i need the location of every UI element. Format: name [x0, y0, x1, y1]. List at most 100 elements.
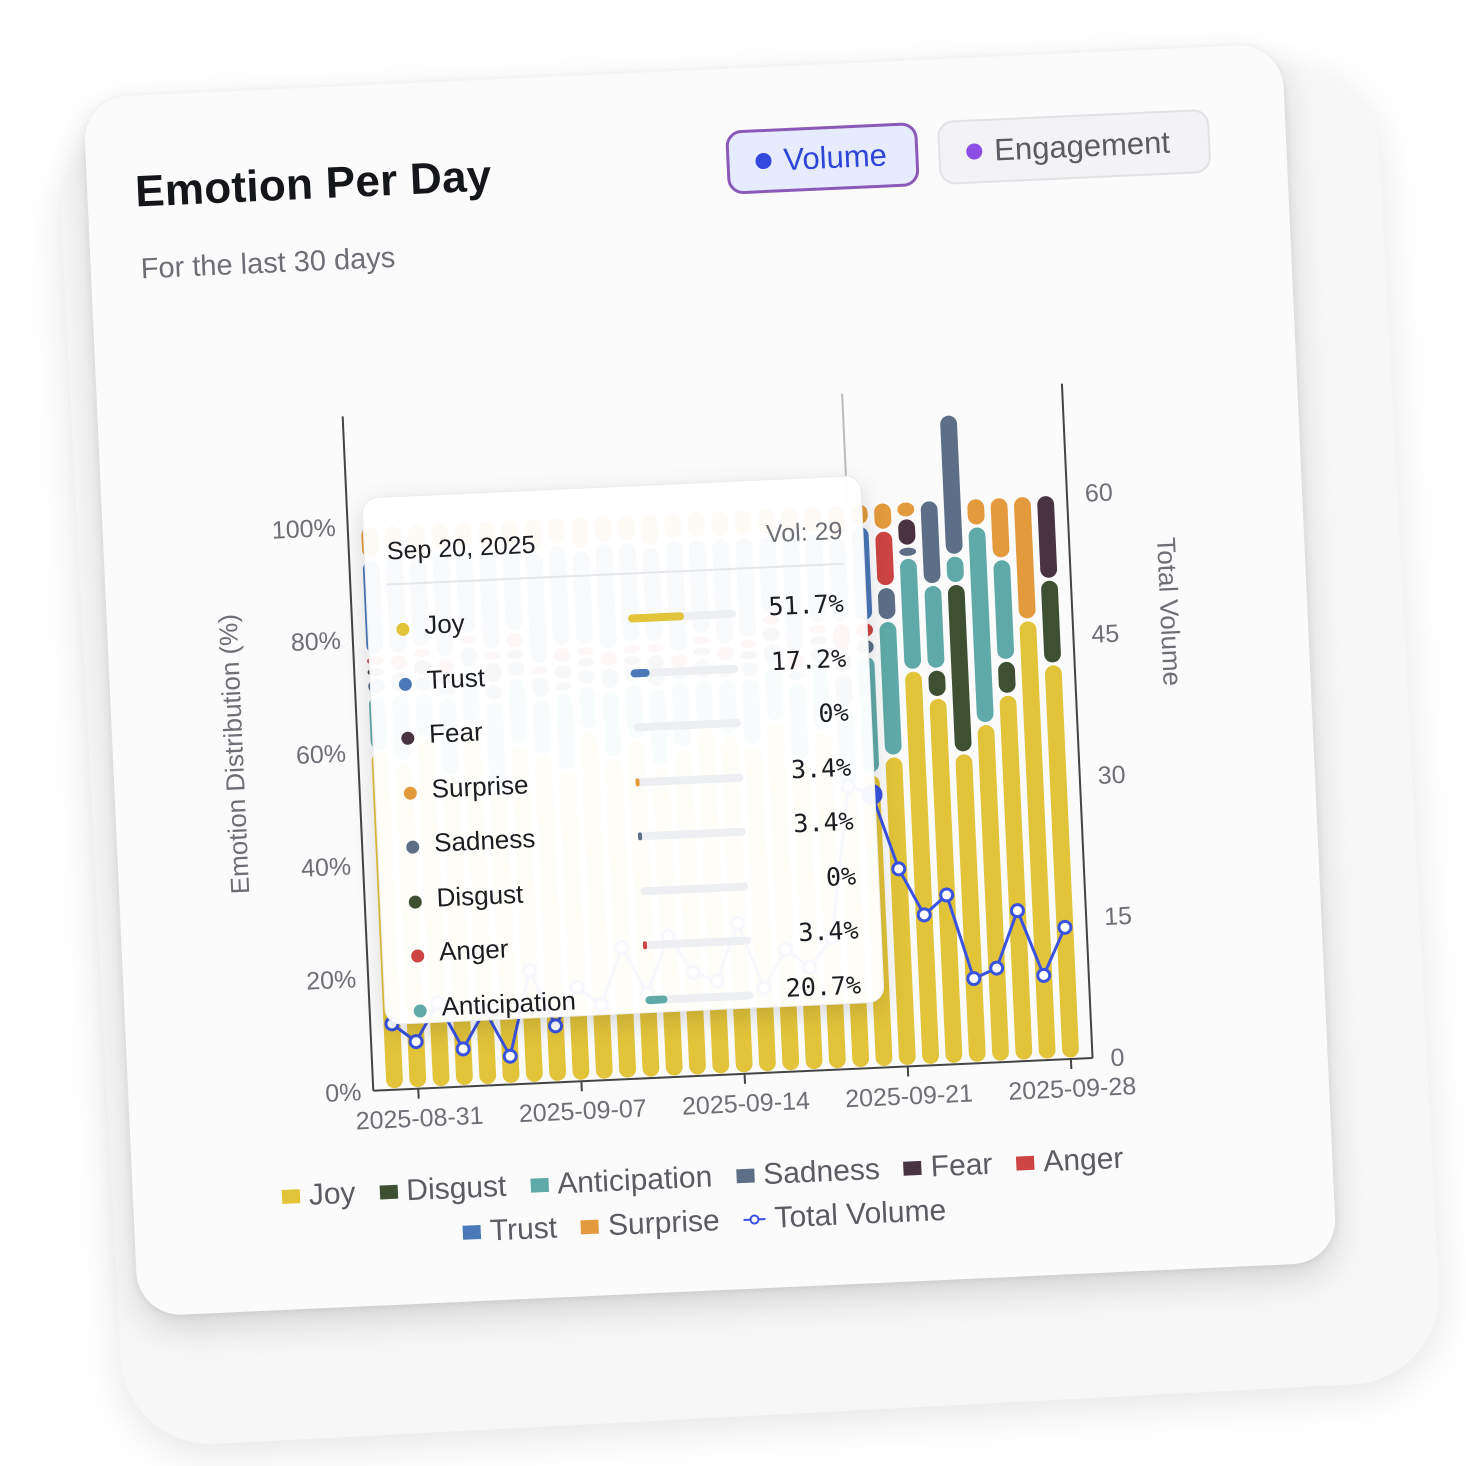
bar-segment-disgust — [947, 584, 972, 752]
tooltip-emotion-name: Fear — [428, 716, 484, 749]
tooltip-emotion-pct: 0% — [817, 697, 850, 729]
tooltip-bar-track — [642, 936, 752, 950]
tooltip-swatch-icon — [408, 894, 423, 909]
total-volume-point — [966, 971, 982, 987]
y2-tick-label: 60 — [1084, 479, 1113, 508]
bar-segment-joy — [977, 725, 1009, 1061]
bar-segment-anticipation — [968, 527, 994, 723]
legend-swatch-icon — [462, 1224, 482, 1240]
tooltip-emotion-pct: 3.4% — [797, 915, 860, 948]
left-axis-line — [341, 416, 375, 1091]
bar-segment-anticipation — [900, 558, 922, 669]
y-tick-label: 60% — [295, 740, 346, 770]
bar-segment-surprise — [874, 503, 892, 529]
legend-item-anticipation[interactable]: Anticipation — [529, 1160, 713, 1202]
legend-label: Disgust — [405, 1169, 508, 1208]
tooltip-emotion-name: Surprise — [430, 768, 530, 804]
bar-segment-anticipation — [879, 622, 902, 755]
tooltip-bar-track — [637, 827, 747, 841]
y-tick-label: 40% — [300, 852, 351, 882]
right-axis-line — [1060, 383, 1094, 1059]
x-tick-label: 2025-09-14 — [681, 1087, 810, 1121]
tooltip-emotion-name: Disgust — [435, 878, 524, 913]
tooltip-emotion-pct: 3.4% — [790, 752, 852, 784]
bar-segment-anticipation — [924, 586, 945, 668]
tooltip-emotion-pct: 3.4% — [792, 806, 855, 839]
y2-tick-label: 30 — [1097, 761, 1126, 790]
x-axis-line — [373, 1057, 1093, 1092]
bar-segment-sadness — [877, 588, 896, 620]
bar-segment-surprise — [1014, 497, 1036, 619]
bar-segment-surprise — [897, 502, 915, 517]
bar-segment-joy — [929, 698, 963, 1063]
y-axis-title: Emotion Distribution (%) — [213, 613, 256, 894]
legend-label: Sadness — [762, 1152, 881, 1192]
bar-segment-surprise — [967, 499, 985, 525]
tooltip-emotion-pct: 20.7% — [785, 969, 862, 1003]
tooltip-bar-fill — [642, 941, 647, 950]
tooltip-bar-track — [627, 609, 737, 623]
legend-swatch-icon — [735, 1168, 755, 1184]
tooltip-emotion-name: Joy — [423, 608, 466, 640]
legend-label: Trust — [489, 1211, 558, 1248]
bar-segment-joy — [1019, 621, 1056, 1059]
total-volume-point — [1057, 919, 1073, 935]
total-volume-point — [548, 1018, 564, 1034]
tooltip-bar-fill — [645, 994, 668, 1004]
y2-tick-label: 15 — [1104, 902, 1133, 931]
tooltip-emotion-name: Anger — [438, 933, 510, 967]
total-volume-point — [989, 960, 1005, 976]
y-tick-label: 20% — [306, 965, 357, 995]
legend-item-surprise[interactable]: Surprise — [580, 1204, 720, 1244]
tooltip-swatch-icon — [410, 949, 425, 963]
bar-segment-joy — [885, 757, 916, 1065]
total-volume-point — [939, 887, 955, 903]
tooltip-divider — [386, 562, 844, 586]
legend-item-sadness[interactable]: Sadness — [735, 1152, 881, 1193]
tooltip-volume: Vol: 29 — [765, 516, 844, 549]
legend-label: Joy — [308, 1176, 357, 1212]
tooltip-swatch-icon — [413, 1003, 427, 1018]
day-tooltip: Sep 20, 2025 Vol: 29 Joy 51.7% Trust 17.2% F… — [361, 474, 885, 1026]
tooltip-date: Sep 20, 2025 — [386, 530, 537, 566]
tooltip-bar-track — [630, 664, 739, 678]
bar-segment-sadness — [920, 501, 941, 584]
tooltip-bar-track — [635, 773, 744, 786]
y-tick-label: 80% — [290, 627, 341, 657]
y2-axis-title: Total Volume — [1151, 537, 1188, 687]
bar-segment-surprise — [990, 498, 1010, 558]
tooltip-swatch-icon — [396, 622, 410, 637]
tooltip-emotion-pct: 17.2% — [770, 643, 847, 676]
legend-label: Fear — [929, 1147, 994, 1184]
legend-item-joy[interactable]: Joy — [281, 1177, 356, 1214]
total-volume-point — [1009, 903, 1025, 919]
legend-swatch-icon — [580, 1219, 600, 1235]
tooltip-swatch-icon — [398, 677, 413, 691]
tooltip-bar-fill — [630, 668, 650, 678]
bar-segment-joy — [1045, 665, 1079, 1058]
legend-item-disgust[interactable]: Disgust — [379, 1170, 507, 1210]
legend-swatch-icon — [903, 1160, 923, 1176]
bar-segment-sadness — [899, 547, 917, 556]
legend-item-trust[interactable]: Trust — [462, 1212, 558, 1250]
tooltip-emotion-pct: 51.7% — [767, 588, 845, 622]
tooltip-emotion-name: Anticipation — [440, 984, 577, 1021]
legend-line-icon — [743, 1212, 766, 1227]
legend-label: Anger — [1042, 1141, 1125, 1179]
x-tick-label: 2025-09-07 — [518, 1094, 647, 1128]
x-tick-label: 2025-08-31 — [355, 1102, 484, 1136]
tooltip-bar-track — [632, 718, 742, 732]
legend-swatch-icon — [1016, 1155, 1035, 1171]
bar-segment-disgust — [1041, 580, 1061, 663]
bar-segment-fear — [898, 519, 916, 545]
legend-item-fear[interactable]: Fear — [903, 1148, 993, 1186]
tooltip-emotion-name: Sadness — [433, 823, 536, 858]
bar-segment-disgust — [998, 661, 1016, 693]
bar-segment-joy — [999, 695, 1033, 1060]
legend-item-anger[interactable]: Anger — [1016, 1142, 1124, 1181]
bar-segment-fear — [1037, 496, 1058, 578]
tooltip-swatch-icon — [405, 840, 420, 854]
y2-tick-label: 0 — [1110, 1044, 1125, 1073]
tooltip-emotion-pct: 0% — [825, 861, 857, 892]
